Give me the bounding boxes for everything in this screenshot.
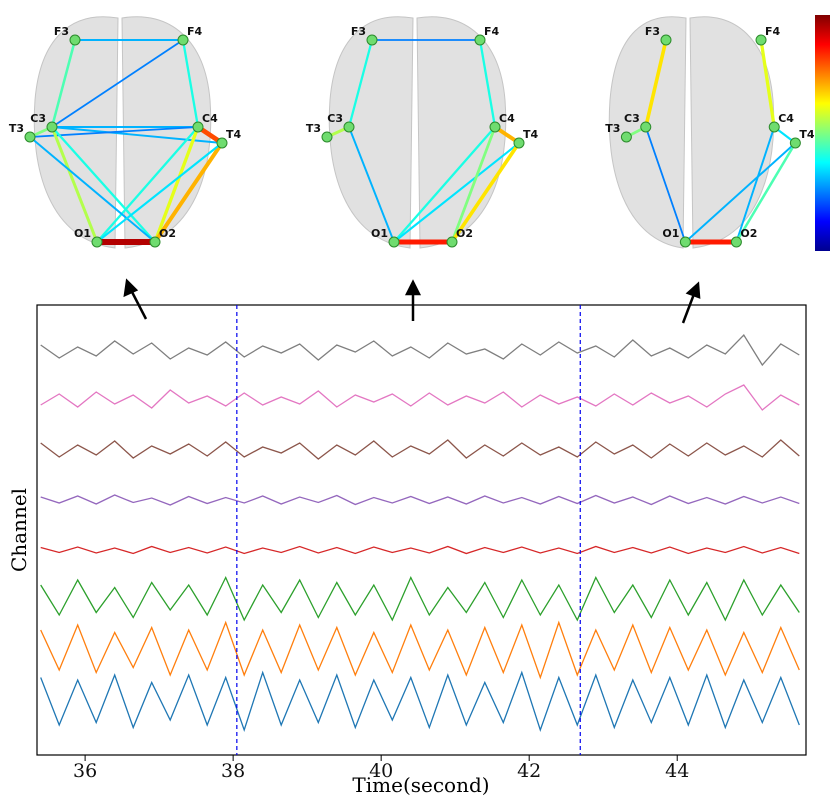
x-tick-label: 42 xyxy=(517,760,541,782)
arrow-head xyxy=(125,281,136,295)
node-label: O2 xyxy=(740,227,757,240)
node-label: F4 xyxy=(765,25,781,38)
node-label: F4 xyxy=(187,25,203,38)
signal-trace xyxy=(41,335,800,365)
node-label: C4 xyxy=(202,112,218,125)
figure: F3 F4 C3 C4 T3 T4 O1 O2 F3 F4 C3 C4 T3 T4 O1 O2 F3 F4 C3 C4… xyxy=(0,0,835,800)
arrow xyxy=(683,294,694,323)
node-label: T4 xyxy=(799,128,815,141)
node xyxy=(322,132,332,142)
signal-trace xyxy=(41,385,800,410)
node xyxy=(641,122,651,132)
node-label: T4 xyxy=(226,128,242,141)
signal-trace xyxy=(41,578,800,621)
x-tick-label: 36 xyxy=(73,760,97,782)
node-label: C3 xyxy=(30,112,46,125)
node xyxy=(661,35,671,45)
signal-trace xyxy=(41,495,800,505)
node xyxy=(344,122,354,132)
arrows xyxy=(125,281,699,323)
colorbar xyxy=(815,15,830,251)
node xyxy=(47,122,57,132)
y-axis-label: Channel xyxy=(7,488,31,572)
node xyxy=(25,132,35,142)
signal-trace xyxy=(41,673,800,731)
arrow-head xyxy=(688,284,699,297)
node-label: O2 xyxy=(159,227,176,240)
node-label: T3 xyxy=(9,122,24,135)
node-label: T4 xyxy=(523,128,539,141)
x-tick-label: 40 xyxy=(369,760,393,782)
node xyxy=(70,35,80,45)
brain-hemisphere xyxy=(329,17,413,248)
node-label: C4 xyxy=(778,112,794,125)
node-label: C3 xyxy=(327,112,343,125)
node xyxy=(680,237,690,247)
node-label: O2 xyxy=(456,227,473,240)
node-label: F3 xyxy=(54,25,69,38)
node xyxy=(621,132,631,142)
x-tick-label: 38 xyxy=(221,760,245,782)
node-label: F4 xyxy=(484,25,500,38)
node-label: F3 xyxy=(645,25,660,38)
node-label: O1 xyxy=(662,227,679,240)
node xyxy=(367,35,377,45)
signal-trace xyxy=(41,623,800,678)
node-label: F3 xyxy=(351,25,366,38)
signal-trace xyxy=(41,547,800,554)
node-label: T3 xyxy=(306,122,321,135)
node-label: O1 xyxy=(74,227,91,240)
plot-frame xyxy=(37,305,806,755)
node-label: C3 xyxy=(624,112,640,125)
brain-panels: F3 F4 C3 C4 T3 T4 O1 O2 F3 F4 C3 C4 T3 T4 O1 O2 F3 F4 C3 C4… xyxy=(9,17,815,248)
node-label: O1 xyxy=(371,227,388,240)
node xyxy=(92,237,102,247)
node xyxy=(389,237,399,247)
x-tick-label: 44 xyxy=(665,760,689,782)
node-label: C4 xyxy=(499,112,515,125)
node-label: T3 xyxy=(605,122,620,135)
signal-trace xyxy=(41,440,800,459)
arrow-head xyxy=(407,282,419,294)
